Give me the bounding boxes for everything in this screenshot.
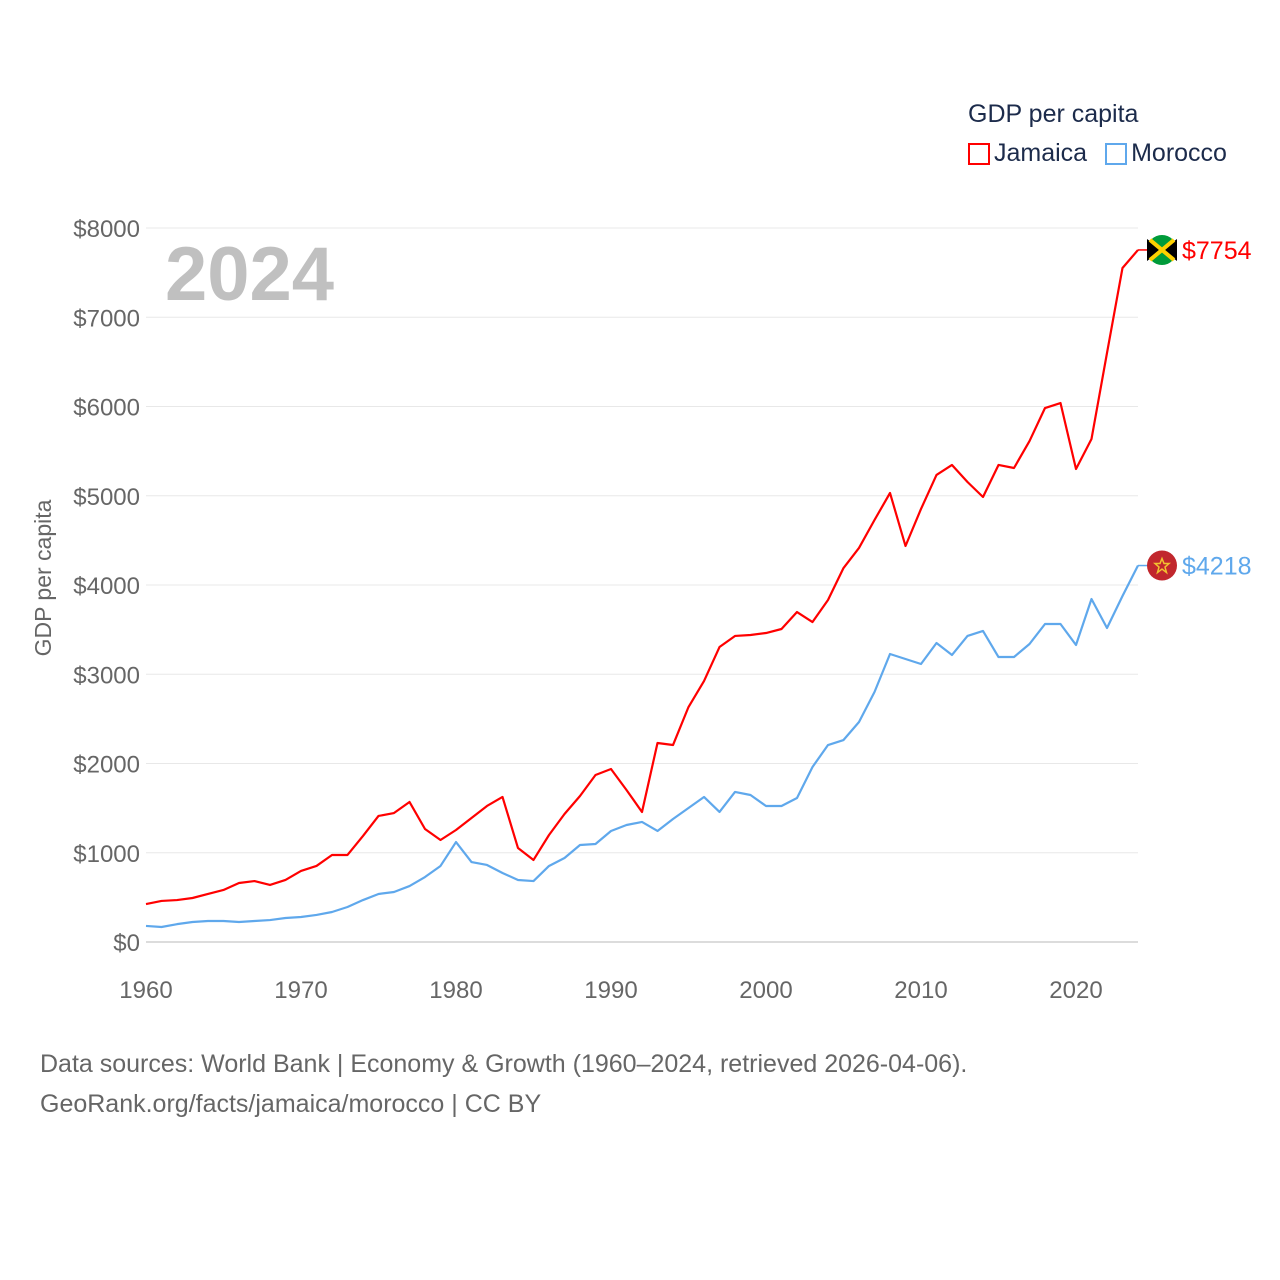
y-tick-label: $5000 xyxy=(73,484,140,511)
flag-triangle xyxy=(1147,238,1162,261)
flag-triangle xyxy=(1162,238,1177,261)
y-tick-label: $0 xyxy=(113,930,140,957)
y-tick-label: $4000 xyxy=(73,573,140,600)
data-sources-text: Data sources: World Bank | Economy & Gro… xyxy=(40,1050,968,1078)
jamaica-flag-icon xyxy=(1147,234,1177,265)
footer: Data sources: World Bank | Economy & Gro… xyxy=(40,1044,967,1124)
y-tick-label: $8000 xyxy=(73,216,140,243)
y-tick-label: $3000 xyxy=(73,662,140,689)
series-line-morocco xyxy=(145,565,1139,929)
legend-swatch-jamaica xyxy=(968,142,990,165)
series-lines xyxy=(145,249,1139,929)
y-tick-label: $1000 xyxy=(73,841,140,868)
legend-item-jamaica[interactable]: Jamaica xyxy=(968,139,1087,168)
x-tick-label: 1970 xyxy=(274,977,327,1004)
gridlines xyxy=(146,227,1138,943)
y-tick-label: $7000 xyxy=(73,305,140,332)
flag-saltire xyxy=(1148,238,1176,262)
flag-star xyxy=(1153,556,1171,575)
y-tick-label: $6000 xyxy=(73,395,140,422)
y-tick-label: $2000 xyxy=(73,752,140,779)
x-tick-label: 2020 xyxy=(1049,977,1102,1004)
y-axis-label: GDP per capita xyxy=(30,499,56,656)
year-label: 2024 xyxy=(165,232,334,317)
x-tick-label: 1980 xyxy=(429,977,482,1004)
legend-title: GDP per capita xyxy=(968,100,1139,128)
x-axis-ticks: 1960 1970 1980 1990 2000 2010 2020 xyxy=(119,977,1102,1004)
series-line-jamaica xyxy=(145,249,1139,906)
flag-bg xyxy=(1147,550,1177,581)
legend-label-jamaica: Jamaica xyxy=(994,139,1088,167)
y-axis-ticks: $0 $1000 $2000 $3000 $4000 $5000 $6000 $7000 $80… xyxy=(73,216,140,957)
x-tick-label: 2010 xyxy=(894,977,947,1004)
legend-label-morocco: Morocco xyxy=(1131,139,1227,167)
morocco-flag-icon xyxy=(1147,550,1177,581)
legend-swatch-morocco xyxy=(1105,142,1128,165)
legend: GDP per capita Jamaica Morocco xyxy=(968,100,1227,168)
x-tick-label: 1990 xyxy=(584,977,637,1004)
end-value-label: $4218 xyxy=(1182,553,1252,581)
x-tick-label: 2000 xyxy=(739,977,792,1004)
x-tick-label: 1960 xyxy=(119,977,172,1004)
legend-item-morocco[interactable]: Morocco xyxy=(1105,139,1227,168)
source-link[interactable]: GeoRank.org/facts/jamaica/morocco | CC B… xyxy=(40,1090,542,1118)
end-value-label: $7754 xyxy=(1182,237,1252,265)
series-end-markers: $7754 $4218 xyxy=(1138,234,1252,581)
